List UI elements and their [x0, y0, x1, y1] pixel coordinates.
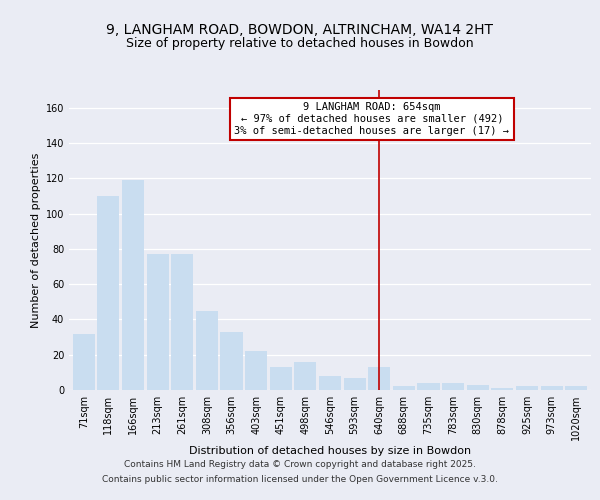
Bar	[491, 388, 514, 390]
Bar	[418, 383, 440, 390]
Bar	[73, 334, 95, 390]
Bar	[467, 384, 489, 390]
Text: Size of property relative to detached houses in Bowdon: Size of property relative to detached ho…	[126, 38, 474, 51]
Bar	[541, 386, 563, 390]
Bar	[393, 386, 415, 390]
Bar	[516, 386, 538, 390]
Bar	[319, 376, 341, 390]
Text: Contains public sector information licensed under the Open Government Licence v.: Contains public sector information licen…	[102, 475, 498, 484]
Bar	[344, 378, 366, 390]
Bar	[294, 362, 316, 390]
Bar	[171, 254, 193, 390]
X-axis label: Distribution of detached houses by size in Bowdon: Distribution of detached houses by size …	[189, 446, 471, 456]
Text: 9 LANGHAM ROAD: 654sqm
← 97% of detached houses are smaller (492)
3% of semi-det: 9 LANGHAM ROAD: 654sqm ← 97% of detached…	[235, 102, 509, 136]
Bar	[196, 310, 218, 390]
Bar	[368, 367, 391, 390]
Text: 9, LANGHAM ROAD, BOWDON, ALTRINCHAM, WA14 2HT: 9, LANGHAM ROAD, BOWDON, ALTRINCHAM, WA1…	[107, 22, 493, 36]
Bar	[146, 254, 169, 390]
Bar	[269, 367, 292, 390]
Bar	[442, 383, 464, 390]
Bar	[97, 196, 119, 390]
Y-axis label: Number of detached properties: Number of detached properties	[31, 152, 41, 328]
Bar	[565, 386, 587, 390]
Text: Contains HM Land Registry data © Crown copyright and database right 2025.: Contains HM Land Registry data © Crown c…	[124, 460, 476, 469]
Bar	[220, 332, 242, 390]
Bar	[122, 180, 144, 390]
Bar	[245, 351, 267, 390]
